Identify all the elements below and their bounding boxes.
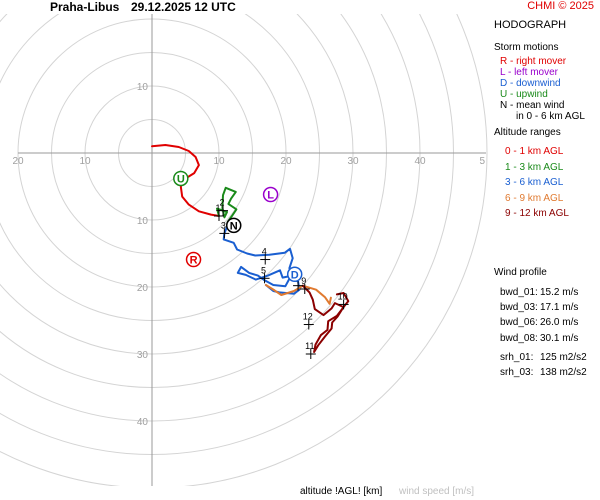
storm-marker-letter: R bbox=[190, 255, 198, 267]
height-mark-label: 1 bbox=[215, 203, 220, 213]
storm-marker-D bbox=[286, 266, 303, 283]
storm-marker-letter: N bbox=[230, 220, 238, 232]
wind-profile-label: bwd_08: bbox=[500, 333, 538, 344]
storm-motion-legend-item: in 0 - 6 km AGL bbox=[516, 111, 585, 122]
storm-motion-legend-item: R - right mover bbox=[500, 56, 567, 67]
storm-marker-U bbox=[173, 170, 189, 187]
storm-motion-legend-item: N - mean wind bbox=[500, 100, 565, 111]
altitude-legend-item: 6 - 9 km AGL bbox=[505, 192, 564, 204]
hodograph-axes bbox=[18, 14, 486, 486]
valid-datetime: 29.12.2025 12 UTC bbox=[131, 0, 236, 14]
x-tick-label: 10 bbox=[79, 156, 91, 167]
height-marks: 1234589101112 bbox=[214, 198, 349, 359]
altitude-ranges-title: Altitude ranges bbox=[494, 127, 561, 138]
x-tick-label: 5 bbox=[480, 156, 486, 167]
height-mark-label: 12 bbox=[303, 312, 313, 322]
wind-profile-value: 15.2 m/s bbox=[540, 287, 579, 298]
storm-motion-legend-item: D - downwind bbox=[500, 78, 561, 89]
height-mark-label: 9 bbox=[301, 276, 306, 286]
y-tick-label: 20 bbox=[137, 283, 149, 294]
x-tick-label: 40 bbox=[414, 156, 426, 167]
altitude-legend-item: 9 - 12 km AGL bbox=[505, 208, 569, 219]
x-tick-label: 30 bbox=[347, 156, 359, 167]
wind-profile-value: 138 m2/s2 bbox=[540, 367, 587, 378]
copyright: CHMI © 2025 bbox=[527, 0, 594, 12]
wind-profile-label: srh_01: bbox=[500, 352, 534, 363]
height-mark-label: 2 bbox=[220, 198, 225, 208]
y-tick-label: 40 bbox=[137, 417, 149, 428]
wind-profile-value: 30.1 m/s bbox=[540, 333, 579, 344]
x-tick-label: 20 bbox=[280, 156, 292, 167]
altitude-unit-label: altitude !AGL! [km] bbox=[300, 486, 383, 497]
trace-9-12-km bbox=[301, 284, 350, 353]
speed-ring bbox=[0, 14, 421, 422]
altitude-legend-item: 0 - 1 km AGL bbox=[505, 146, 564, 157]
speed-rings bbox=[0, 14, 488, 486]
x-tick-label: 20 bbox=[12, 156, 24, 167]
height-mark-label: 10 bbox=[338, 291, 348, 301]
trace-0-1-km bbox=[151, 144, 220, 217]
x-tick-label: 10 bbox=[213, 156, 225, 167]
wind-profile-label: bwd_01: bbox=[500, 287, 538, 298]
storm-marker-letter: U bbox=[177, 173, 185, 185]
altitude-legend-item: 1 - 3 km AGL bbox=[505, 161, 564, 173]
storm-motion-legend-item: L - left mover bbox=[500, 67, 558, 78]
wind-profile-title: Wind profile bbox=[494, 267, 547, 278]
storm-marker-letter: D bbox=[291, 269, 299, 281]
wind-profile-label: srh_03: bbox=[500, 367, 534, 378]
wind-profile-label: bwd_03: bbox=[500, 302, 538, 313]
wind-speed-unit-label: wind speed [m/s] bbox=[399, 486, 475, 497]
wind-profile-value: 26.0 m/s bbox=[540, 317, 579, 328]
storm-marker-L bbox=[262, 186, 279, 203]
storm-marker-N bbox=[225, 217, 242, 234]
height-mark-label: 3 bbox=[221, 220, 226, 230]
storm-motion-legend-item: U - upwind bbox=[500, 89, 548, 100]
legend-title: HODOGRAPH bbox=[494, 19, 567, 31]
wind-profile-label: bwd_06: bbox=[500, 317, 538, 328]
storm-marker-letter: L bbox=[267, 190, 274, 202]
y-tick-label: 10 bbox=[137, 82, 149, 93]
altitude-legend-item: 3 - 6 km AGL bbox=[505, 177, 564, 188]
wind-profile-value: 125 m2/s2 bbox=[540, 352, 587, 363]
height-mark-label: 11 bbox=[305, 341, 314, 351]
storm-motion-markers: U L R D N bbox=[173, 170, 303, 283]
height-mark-label: 4 bbox=[262, 247, 267, 257]
wind-profile-value: 17.1 m/s bbox=[540, 302, 579, 313]
trace-1-3-km bbox=[216, 186, 238, 228]
station-name: Praha-Libus bbox=[50, 0, 120, 14]
storm-motions-title: Storm motions bbox=[494, 42, 559, 53]
y-tick-label: 30 bbox=[137, 350, 149, 361]
axis-tick-labels: 20 10 10 20 30 40 5 10 10 20 30 40 bbox=[12, 82, 485, 428]
speed-ring bbox=[0, 14, 488, 486]
height-mark-label: 5 bbox=[261, 265, 266, 275]
y-tick-label: 10 bbox=[137, 216, 149, 227]
speed-ring bbox=[0, 14, 320, 321]
storm-marker-R bbox=[185, 251, 202, 268]
trace-3-6-km bbox=[222, 225, 301, 295]
